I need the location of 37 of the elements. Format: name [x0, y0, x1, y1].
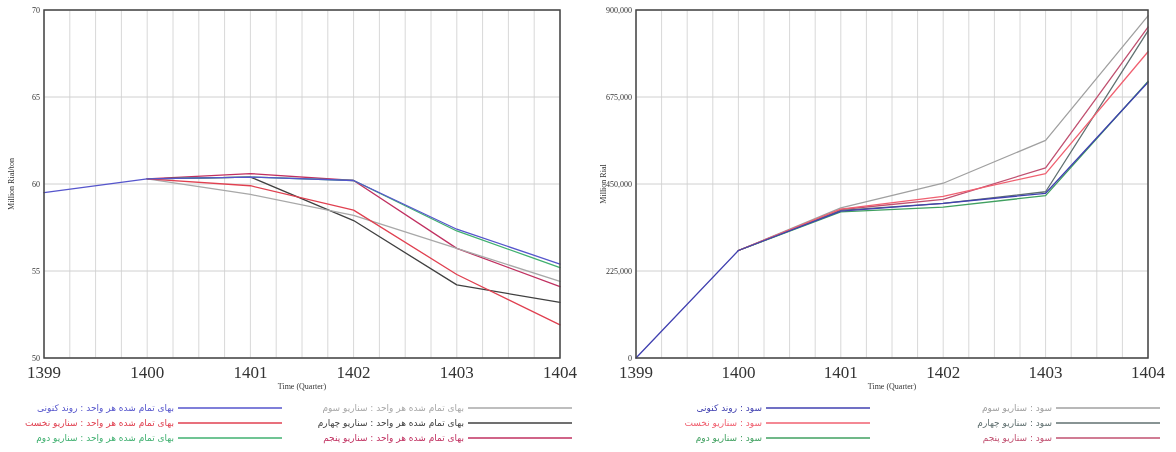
legend-item: سود : سناریو پنجم	[982, 433, 1161, 443]
legend-item: سود : سناریو دوم	[695, 433, 871, 443]
x-tick-label: 1402	[926, 363, 961, 382]
x-tick-label: 1401	[823, 363, 858, 382]
x-axis-title: Time (Quarter)	[277, 382, 327, 391]
legend-item: سود : روند کنونی	[696, 403, 871, 413]
y-tick-label: 70	[32, 6, 40, 15]
y-tick-label: 675,000	[606, 93, 632, 102]
legend-item: سود : سناریو نخست	[684, 418, 871, 428]
legend-item: بهای تمام شده هر واحد : سناریو پنجم	[323, 433, 573, 443]
y-tick-label: 60	[32, 180, 40, 189]
y-tick-label: 65	[32, 93, 40, 102]
y-tick-label: 225,000	[606, 267, 632, 276]
legend-item: بهای تمام شده هر واحد : روند کنونی	[37, 403, 283, 413]
y-tick-label: 55	[32, 267, 40, 276]
legend-item: بهای تمام شده هر واحد : سناریو دوم	[36, 433, 283, 443]
x-tick-label: 1401	[233, 363, 268, 382]
x-tick-label: 1399	[27, 363, 61, 382]
x-tick-label: 1403	[1028, 363, 1063, 382]
legend-item: سود : سناریو چهارم	[977, 418, 1161, 428]
y-tick-label: 900,000	[606, 6, 632, 15]
y-tick-label: 450,000	[606, 180, 632, 189]
x-tick-label: 1399	[619, 363, 653, 382]
x-tick-label: 1402	[336, 363, 371, 382]
x-tick-label: 1403	[439, 363, 474, 382]
y-tick-label: 0	[628, 354, 632, 363]
x-axis-title: Time (Quarter)	[867, 382, 917, 391]
legend-item: سود : سناریو سوم	[981, 403, 1161, 413]
y-tick-label: 50	[32, 354, 40, 363]
x-tick-label: 1404	[1131, 363, 1166, 382]
x-tick-label: 1400	[721, 363, 756, 382]
x-tick-label: 1400	[130, 363, 165, 382]
y-axis-title: Million Rial/ton	[7, 158, 16, 210]
legend-item: بهای تمام شده هر واحد : سناریو سوم	[322, 403, 573, 413]
legend-item: بهای تمام شده هر واحد : سناریو نخست	[24, 418, 283, 428]
legend-item: بهای تمام شده هر واحد : سناریو چهارم	[317, 418, 573, 428]
x-tick-label: 1404	[543, 363, 578, 382]
